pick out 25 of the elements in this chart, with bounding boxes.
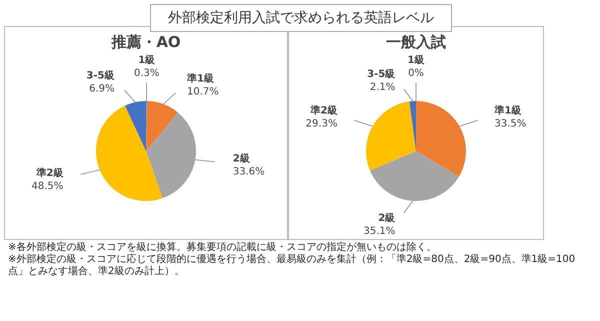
category-label: 1級 <box>408 55 424 66</box>
chart-title: 一般入試 <box>386 33 446 51</box>
slice-label: 1級 <box>138 54 156 66</box>
slice-label: 2級 <box>232 152 251 165</box>
slice-label: 準2級 <box>309 104 338 116</box>
data-label: 0.3% <box>134 68 160 80</box>
chart-title: 推薦・AO <box>110 33 181 51</box>
data-label: 6.9% <box>89 84 115 95</box>
slice-label: 3-5級 <box>367 68 396 80</box>
text: 外部検定利用入試で求められる英語レベル <box>150 4 452 32</box>
data-label: 10.7% <box>187 86 219 98</box>
slice-label: 準1級 <box>186 72 215 84</box>
data-label: 35.1% <box>363 226 396 237</box>
data-label: 33.6% <box>232 166 265 178</box>
slice-label: 3-5級 <box>86 70 116 82</box>
slice-label: 2級 <box>378 212 396 224</box>
text: ※各外部検定の級・スコアを級に換算。募集要項の記載に級・スコアの指定が無いものは除く。 <box>8 242 438 254</box>
data-label: 33.5% <box>494 118 526 130</box>
slice-label: 準1級 <box>494 104 522 116</box>
data-label: 2.1% <box>370 82 396 94</box>
data-label: 48.5% <box>32 181 64 192</box>
data-label: 29.3% <box>306 118 338 130</box>
text: 0% <box>408 68 424 79</box>
text: ※外部検定の級・スコアに応じて段階的に優遇を行う場合、最易級のみを集計（例：「準2級=80点、2級=90点、準1級=100点」とみなす場合、準2級のみ計上）。 <box>8 254 576 278</box>
slice-label: 準2級 <box>35 167 64 180</box>
